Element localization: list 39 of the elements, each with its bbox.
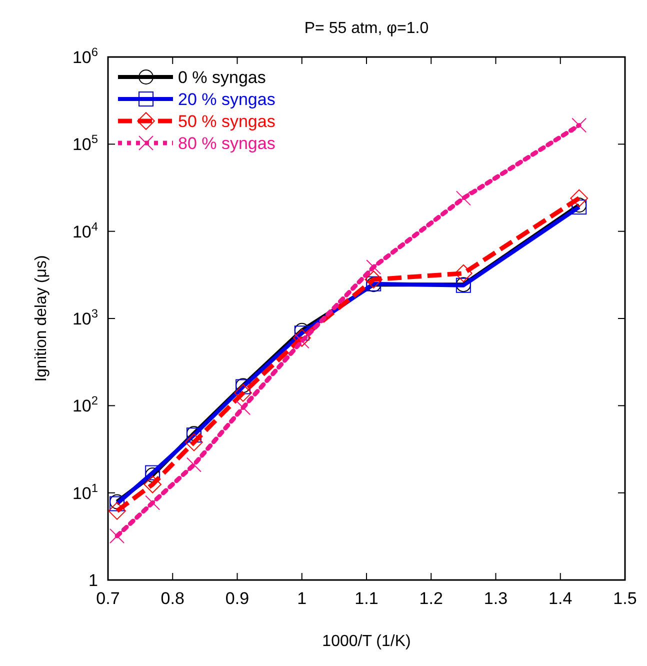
y-tick-label: 10$^{5}$ [72,132,98,154]
point [294,334,310,349]
x-tick-label: 0.9 [225,589,250,608]
y-tick-label: 10$^{1}$ [72,480,98,503]
y-tick-label: 10$^{2}$ [72,394,98,416]
x-tick-label: 1.3 [484,589,508,608]
point [234,384,252,402]
point [185,433,203,452]
y-axis-title: Ignition delay (μs) [33,255,50,382]
y-tick-label: 10$^{4}$ [72,219,98,242]
legend-label: 0 % syngas [178,68,266,87]
x-tick-label: 0.7 [96,589,120,608]
x-tick-label: 1.4 [548,589,572,608]
x-tick-label: 1 [297,589,307,608]
point [292,328,311,347]
point [110,528,125,544]
legend-label: 50 % syngas [178,112,276,131]
point [572,118,587,133]
point [454,264,472,282]
point [144,475,162,494]
x-tick-label: 1.5 [613,589,637,608]
point [108,502,126,520]
point [364,270,383,288]
point [366,259,382,274]
point [145,495,160,510]
legend-label: 20 % syngas [178,90,276,109]
point [456,190,471,206]
y-tick-label: 10$^{6}$ [72,45,98,67]
chart-title: P= 55 atm, φ=1.0 [304,20,429,37]
point [186,457,202,472]
legend-label: 80 % syngas [178,134,276,153]
y-tick-label: 10$^{3}$ [72,306,98,328]
x-tick-label: 0.8 [160,589,184,608]
x-tick-label: 1.1 [354,589,378,608]
point [236,400,251,416]
y-tick-label: 1 [88,571,98,590]
x-axis-title: 1000/T (1/K) [322,633,411,650]
point [570,189,588,208]
x-tick-label: 1.2 [419,589,443,608]
